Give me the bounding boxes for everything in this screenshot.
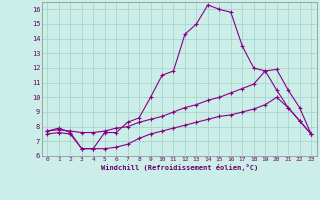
X-axis label: Windchill (Refroidissement éolien,°C): Windchill (Refroidissement éolien,°C)	[100, 164, 258, 171]
